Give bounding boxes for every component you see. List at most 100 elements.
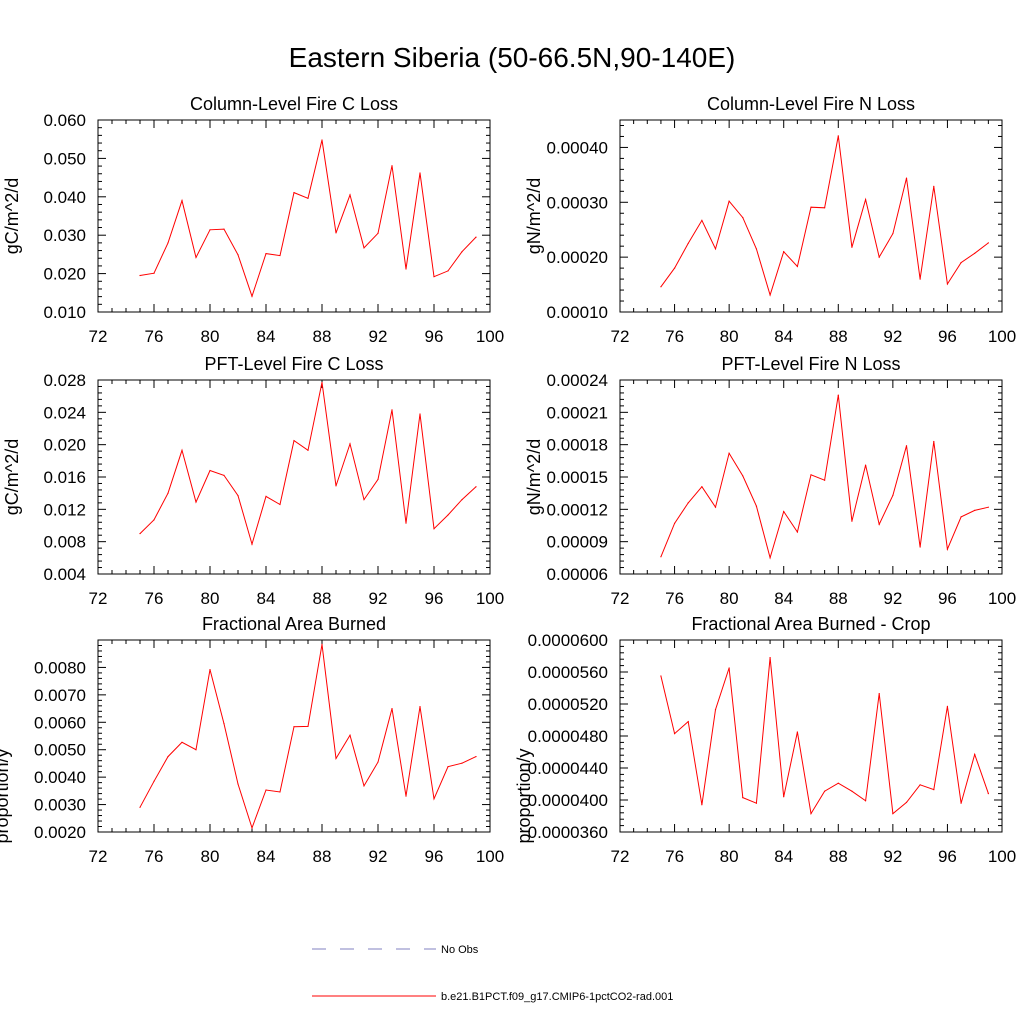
data-point: [279, 254, 281, 257]
data-point: [933, 789, 935, 791]
data-point: [419, 413, 421, 415]
data-point: [878, 523, 880, 526]
data-point: [377, 232, 379, 234]
y-tick-label: 0.00018: [547, 436, 608, 455]
y-tick-label: 0.00006: [547, 565, 608, 584]
y-tick-label: 0.050: [43, 149, 86, 168]
panel-title: Column-Level Fire N Loss: [707, 94, 915, 114]
data-point: [673, 267, 676, 269]
data-point: [810, 813, 812, 815]
y-axis-label: gN/m^2/d: [524, 439, 544, 515]
x-tick-label: 80: [201, 847, 220, 866]
data-point: [139, 532, 141, 535]
y-tick-label: 0.020: [43, 265, 86, 284]
data-point: [864, 198, 867, 201]
x-tick-label: 76: [145, 327, 164, 346]
series-line: [139, 139, 477, 298]
data-point: [391, 409, 393, 411]
data-point: [851, 790, 853, 792]
data-point: [405, 795, 407, 797]
data-point: [796, 731, 798, 733]
y-tick-label: 0.0060: [34, 713, 86, 732]
x-tick-label: 84: [774, 327, 793, 346]
data-point: [728, 667, 730, 669]
x-tick-label: 80: [720, 327, 739, 346]
x-tick-label: 84: [774, 847, 793, 866]
data-point: [265, 789, 267, 791]
y-tick-label: 0.028: [43, 371, 86, 390]
x-tick-label: 96: [938, 847, 957, 866]
data-point: [251, 295, 253, 297]
data-point: [987, 506, 989, 508]
data-point: [195, 256, 197, 259]
chart-panel-3: PFT-Level Fire C Loss gC/m^2/d 72 76 80 84 88 9…: [2, 354, 504, 608]
data-point: [167, 755, 169, 758]
series-line: [139, 644, 477, 830]
y-tick-label: 0.060: [43, 111, 86, 130]
data-point: [349, 194, 351, 196]
data-point: [321, 139, 323, 141]
data-point: [335, 232, 337, 234]
plot-frame: [97, 639, 491, 833]
data-point: [293, 191, 295, 194]
data-point: [447, 766, 449, 768]
data-point: [279, 791, 281, 793]
x-tick-label: 92: [883, 327, 902, 346]
data-point: [755, 505, 758, 507]
x-tick-label: 88: [829, 589, 848, 608]
data-point: [265, 495, 267, 497]
y-tick-label: 0.0040: [34, 768, 86, 787]
data-point: [687, 502, 689, 504]
y-axis-label: proportion/y: [0, 748, 12, 843]
data-point: [933, 185, 935, 187]
data-point: [987, 242, 989, 244]
y-axis-label: gC/m^2/d: [2, 178, 22, 254]
data-point: [321, 381, 323, 384]
data-point: [139, 274, 141, 277]
series-line: [139, 382, 477, 546]
x-tick-label: 72: [89, 327, 108, 346]
data-point: [223, 228, 225, 230]
chart-panel-6: Fractional Area Burned - Crop proportion/…: [514, 614, 1016, 866]
data-point: [824, 479, 826, 481]
data-point: [181, 449, 183, 451]
data-point: [714, 709, 717, 711]
data-point: [195, 749, 197, 751]
data-point: [728, 452, 730, 454]
data-point: [919, 278, 921, 280]
legend: No Obs b.e21.B1PCT.f09_g17.CMIP6-1pctCO2…: [312, 944, 673, 1003]
data-point: [419, 172, 421, 174]
x-tick-label: 84: [257, 847, 276, 866]
data-point: [307, 197, 309, 199]
data-point: [960, 516, 962, 518]
data-point: [251, 827, 253, 829]
series-line: [660, 135, 989, 297]
x-tick-label: 92: [369, 589, 388, 608]
y-tick-label: 0.00009: [547, 533, 608, 552]
data-point: [892, 494, 894, 496]
x-tick-label: 100: [476, 327, 504, 346]
data-point: [167, 242, 169, 244]
data-point: [307, 725, 309, 728]
y-tick-label: 0.012: [43, 500, 86, 519]
data-point: [405, 522, 407, 524]
data-point: [237, 494, 239, 497]
data-point: [153, 780, 155, 782]
x-tick-label: 92: [883, 847, 902, 866]
data-point: [293, 726, 295, 728]
data-point: [447, 270, 449, 272]
x-tick-label: 88: [313, 327, 332, 346]
plot-frame: [619, 639, 1003, 833]
y-tick-label: 0.0000520: [528, 695, 608, 714]
data-point: [223, 474, 225, 476]
y-tick-label: 0.004: [43, 565, 86, 584]
x-tick-label: 92: [883, 589, 902, 608]
data-point: [419, 706, 421, 708]
data-point: [391, 707, 393, 710]
data-point: [475, 755, 477, 758]
series-line: [660, 657, 989, 816]
data-point: [837, 782, 839, 784]
data-point: [824, 207, 826, 209]
data-point: [905, 445, 908, 447]
x-tick-label: 76: [665, 847, 684, 866]
